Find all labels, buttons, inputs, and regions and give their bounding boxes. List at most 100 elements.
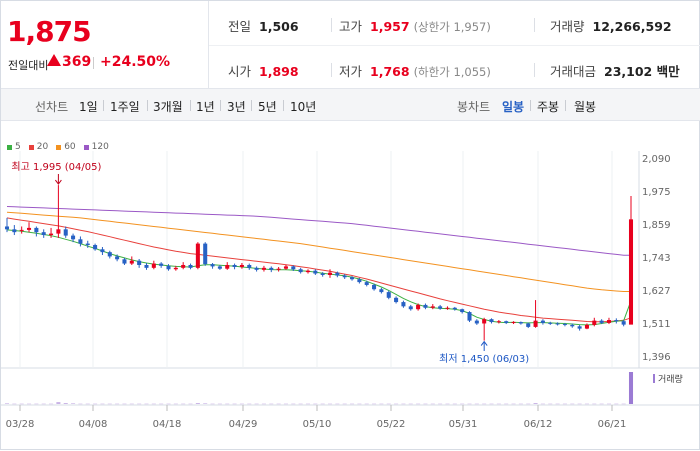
legend-swatch [83, 144, 89, 150]
candle-body [438, 306, 443, 309]
x-axis-tick-label: 06/12 [524, 419, 553, 430]
volume-bar [298, 403, 303, 405]
stat-low: 저가 1,768 (하한가 1,055) [339, 64, 491, 79]
volume-bar [41, 403, 46, 405]
volume-bar [467, 403, 472, 405]
candle-body [548, 322, 553, 324]
candle-body [577, 326, 582, 329]
volume-bar [93, 403, 98, 405]
volume-bar [305, 403, 311, 405]
candle-body [239, 264, 244, 267]
high-arrow-icon [54, 179, 62, 185]
candle-body [78, 239, 83, 244]
volume-bar [210, 403, 215, 405]
volume-bar [555, 403, 560, 405]
volume-bar [474, 403, 479, 405]
candle-body [137, 260, 142, 265]
candle-body [195, 243, 200, 268]
candle-monthly-button[interactable]: 월봉 [574, 100, 597, 114]
period-10y-button[interactable]: 10년 [290, 100, 317, 114]
period-1y-button[interactable]: 1년 [196, 100, 215, 114]
volume-bar [335, 403, 340, 405]
candle-body [93, 245, 98, 250]
candle-body [379, 289, 384, 293]
volume-bar [445, 403, 450, 405]
candle-body [555, 323, 560, 325]
volume-bar [562, 403, 567, 405]
change-value: 369 [62, 54, 92, 70]
low-arrow-icon [480, 340, 488, 346]
candle-weekly-button[interactable]: 주봉 [537, 100, 560, 114]
volume-bar [526, 403, 531, 405]
candle-body [621, 321, 626, 325]
candle-body [34, 227, 39, 233]
volume-legend-label: 거래량 [658, 373, 683, 385]
change-divider [93, 57, 94, 69]
candle-daily-button[interactable]: 일봉 [502, 100, 525, 114]
candle-body [423, 304, 428, 308]
candle-body [482, 319, 487, 324]
change-percent: +24.50% [100, 54, 171, 70]
volume-bar [56, 402, 61, 404]
x-axis-tick-label: 06/21 [598, 419, 627, 430]
candle-body [445, 307, 450, 309]
y-axis-tick-label: 1,975 [642, 187, 671, 198]
candle-body [305, 270, 311, 273]
volume-bar [49, 403, 54, 405]
volume-bar [115, 403, 120, 405]
volume-bar [320, 403, 325, 405]
candle-body [599, 320, 604, 323]
period-1w-button[interactable]: 1주일 [110, 100, 140, 114]
volume-bar [63, 403, 68, 404]
candle-body [467, 312, 472, 321]
stat-high: 고가 1,957 (상한가 1,957) [339, 19, 491, 34]
candle-body [203, 243, 208, 265]
volume-bar [144, 403, 149, 405]
volume-bar [181, 403, 186, 405]
volume-bar [19, 403, 24, 405]
candle-body [56, 229, 61, 234]
period-5y-button[interactable]: 5년 [258, 100, 277, 114]
volume-bar [416, 403, 421, 405]
volume-bar [599, 403, 604, 405]
volume-bar [570, 403, 575, 405]
volume-bar [107, 403, 112, 405]
period-1d-button[interactable]: 1일 [79, 100, 98, 114]
y-axis-tick-label: 1,859 [642, 220, 671, 231]
toolbar-divider [283, 100, 284, 111]
volume-bar [247, 403, 252, 405]
stat-prev-close: 전일 1,506 [228, 19, 299, 34]
volume-bar [357, 403, 362, 405]
candle-body [335, 272, 340, 276]
candle-body [19, 229, 24, 231]
y-axis-tick-label: 2,090 [642, 154, 671, 165]
toolbar-divider [147, 100, 148, 111]
legend-ma20: 20 [28, 142, 48, 152]
candle-body [283, 266, 288, 269]
candle-body [504, 321, 509, 323]
candle-body [327, 272, 333, 275]
candle-body [27, 227, 32, 230]
period-3y-button[interactable]: 3년 [227, 100, 246, 114]
volume-bar [166, 403, 171, 405]
candle-body [320, 273, 325, 275]
volume-bar [137, 403, 142, 405]
candle-body [562, 324, 567, 326]
volume-bar [225, 403, 230, 405]
stat-amount: 거래대금 23,102 백만 [550, 64, 680, 79]
x-axis-tick-label: 05/31 [449, 419, 478, 430]
candle-body [496, 321, 501, 323]
volume-bar [386, 403, 391, 405]
candle-chart-label: 봉차트 [457, 100, 491, 114]
candle-body [518, 322, 523, 324]
period-3m-button[interactable]: 3개월 [153, 100, 183, 114]
low-annotation: 최저 1,450 (06/03) [439, 353, 529, 365]
candle-body [151, 263, 156, 268]
candle-body [225, 264, 230, 269]
candle-body [386, 292, 391, 298]
legend-swatch [56, 144, 62, 150]
candle-body [474, 320, 479, 324]
volume-bar [540, 403, 545, 405]
volume-bar [151, 403, 156, 405]
